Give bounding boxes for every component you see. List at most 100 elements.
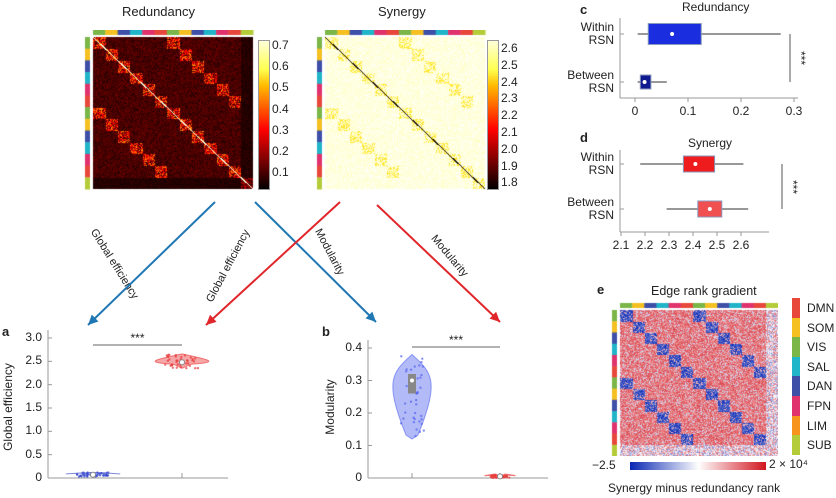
category-label: Between RSN bbox=[567, 68, 614, 95]
iqr-box bbox=[408, 374, 416, 394]
data-point bbox=[420, 422, 423, 426]
legend-swatch-vis bbox=[792, 337, 800, 357]
x-tick-label: 0.3 bbox=[785, 104, 803, 118]
panel-e-title: Edge rank gradient bbox=[651, 284, 757, 298]
median-marker bbox=[497, 473, 503, 480]
x-tick-label: 2.6 bbox=[732, 238, 750, 252]
data-point bbox=[414, 398, 418, 402]
data-point bbox=[183, 354, 187, 357]
median-marker bbox=[409, 377, 415, 384]
synergy-colorbar-tick: 2.4 bbox=[501, 74, 518, 89]
edge-rank-gradient-heatmap bbox=[610, 300, 778, 456]
y-tick-label: 0.1 bbox=[345, 437, 362, 452]
data-point bbox=[413, 411, 417, 415]
y-tick-label: 1.5 bbox=[25, 400, 42, 414]
arrowhead-icon bbox=[88, 314, 99, 325]
legend-label-sal: SAL bbox=[807, 359, 830, 374]
panel-label-c: c bbox=[580, 2, 588, 17]
data-point bbox=[421, 357, 424, 360]
legend-swatch-sub bbox=[792, 435, 800, 455]
data-point bbox=[176, 363, 179, 366]
x-tick-label: 2.5 bbox=[708, 238, 726, 252]
panel-label-b: b bbox=[322, 324, 330, 339]
category-label: Between RSN bbox=[567, 195, 614, 222]
category-label: Within RSN bbox=[580, 20, 614, 47]
legend-label-som: SOM bbox=[807, 320, 835, 335]
legend-swatch-fpn bbox=[792, 396, 800, 416]
data-point bbox=[418, 420, 421, 423]
legend-label-lim: LIM bbox=[807, 418, 828, 433]
data-point bbox=[184, 362, 188, 365]
synergy-colorbar-tick: 2.0 bbox=[501, 141, 518, 156]
data-point bbox=[420, 414, 423, 418]
data-point bbox=[191, 358, 195, 361]
data-point bbox=[420, 373, 423, 377]
data-point bbox=[421, 365, 425, 368]
synergy-colorbar-tick: 2.5 bbox=[501, 57, 518, 72]
data-point bbox=[415, 403, 418, 406]
data-point bbox=[508, 476, 511, 479]
panel-a-ylabel: Global efficiency bbox=[1, 363, 15, 451]
data-point bbox=[420, 418, 423, 421]
legend-label-dmn: DMN bbox=[807, 301, 835, 315]
data-point bbox=[83, 475, 86, 478]
colorbar-max-label: 2 × 10⁴ bbox=[769, 457, 808, 471]
data-point bbox=[415, 428, 418, 431]
x-tick-label: 2.1 bbox=[612, 238, 630, 252]
significance-label: *** bbox=[448, 333, 464, 347]
legend-swatch-dmn bbox=[792, 298, 800, 318]
data-point bbox=[405, 368, 408, 371]
data-point bbox=[174, 353, 178, 357]
legend-swatch-dan bbox=[792, 376, 800, 396]
legend-swatch-sal bbox=[792, 356, 800, 377]
data-point bbox=[171, 363, 174, 366]
legend-label-sub: SUB bbox=[807, 438, 832, 453]
significance-label: *** bbox=[130, 331, 145, 345]
panel-label-d: d bbox=[580, 130, 588, 145]
median-marker bbox=[90, 471, 96, 478]
legend-label-fpn: FPN bbox=[807, 399, 831, 413]
data-point bbox=[75, 473, 79, 476]
y-tick-label: 0.4 bbox=[345, 340, 362, 354]
data-point bbox=[98, 472, 101, 475]
median-marker bbox=[179, 359, 185, 366]
data-point bbox=[82, 471, 85, 474]
data-point bbox=[505, 475, 509, 478]
redundancy-matrix-heatmap bbox=[84, 30, 256, 190]
data-point bbox=[77, 475, 81, 478]
y-tick-label: 3.0 bbox=[25, 330, 42, 344]
data-point bbox=[196, 366, 200, 370]
data-point bbox=[175, 366, 178, 369]
data-point bbox=[422, 429, 425, 432]
data-point bbox=[166, 359, 170, 363]
data-point bbox=[96, 471, 99, 474]
arrow-line bbox=[254, 201, 377, 323]
panel-c-title: Redundancy bbox=[682, 0, 750, 14]
median-marker bbox=[670, 32, 675, 36]
data-point bbox=[104, 474, 107, 477]
data-point bbox=[399, 422, 403, 425]
synergy-colorbar-tick: 2.3 bbox=[501, 91, 518, 106]
y-tick-label: 1.0 bbox=[25, 423, 42, 438]
data-point bbox=[166, 355, 170, 359]
box bbox=[682, 155, 716, 173]
synergy-colorbar-tick: 1.8 bbox=[501, 175, 518, 190]
data-point bbox=[100, 472, 103, 475]
x-tick-label: 0.1 bbox=[679, 104, 697, 118]
y-tick-label: 0.3 bbox=[345, 372, 362, 387]
significance-label: *** bbox=[786, 179, 801, 194]
legend-label-dan: DAN bbox=[807, 379, 833, 394]
redundancy-colorbar-tick: 0.5 bbox=[272, 80, 289, 95]
redundancy-colorbar-tick: 0.1 bbox=[272, 165, 289, 180]
data-point bbox=[418, 430, 422, 434]
data-point bbox=[167, 353, 170, 357]
synergy-colorbar-tick: 2.6 bbox=[501, 41, 518, 55]
panel-d-title: Synergy bbox=[688, 136, 733, 150]
data-point bbox=[405, 384, 408, 388]
data-point bbox=[188, 364, 191, 367]
y-tick-label: 0 bbox=[35, 470, 42, 484]
redundancy-colorbar-tick: 0.3 bbox=[272, 122, 289, 137]
data-point bbox=[194, 357, 197, 360]
